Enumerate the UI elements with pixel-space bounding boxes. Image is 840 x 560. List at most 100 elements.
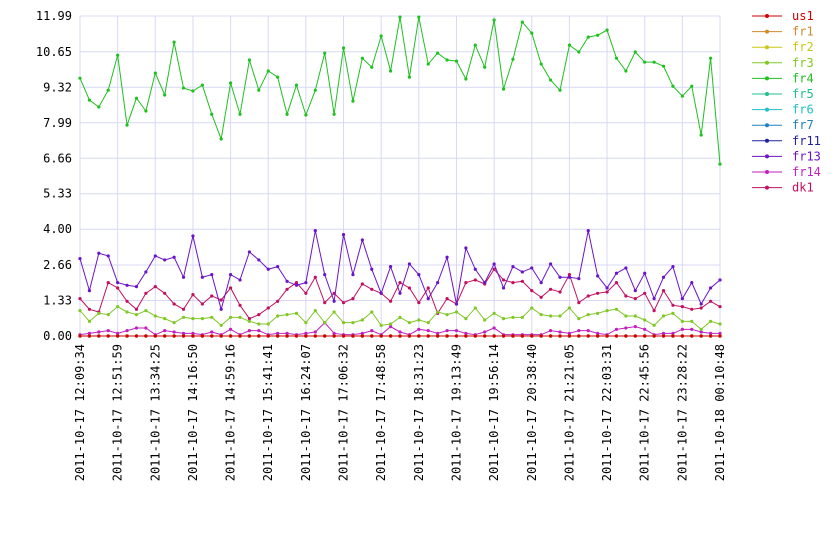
point <box>370 329 374 333</box>
point <box>652 297 656 301</box>
point <box>398 315 402 319</box>
point <box>671 334 675 338</box>
point <box>332 112 336 116</box>
point <box>257 322 261 326</box>
point <box>266 306 270 310</box>
point <box>586 313 590 317</box>
point <box>360 238 364 242</box>
point <box>228 327 233 331</box>
point <box>153 254 157 258</box>
point <box>332 334 336 338</box>
point <box>247 334 252 338</box>
legend-label: fr2 <box>792 40 814 54</box>
point <box>313 88 317 92</box>
legend-marker <box>765 170 769 174</box>
point <box>426 334 430 338</box>
legend-label: fr13 <box>792 149 821 163</box>
point <box>643 60 647 64</box>
point <box>596 334 600 338</box>
point <box>558 330 562 334</box>
point <box>520 279 524 283</box>
point <box>144 309 148 313</box>
point <box>548 334 553 338</box>
point <box>473 306 477 310</box>
point <box>454 334 459 338</box>
x-tick-label: 2011-10-18 00:10:48 <box>713 344 727 481</box>
y-tick-label: 6.66 <box>43 151 72 165</box>
point <box>643 327 647 331</box>
point <box>266 267 270 271</box>
point <box>596 311 600 315</box>
point <box>247 319 252 323</box>
point <box>708 331 713 335</box>
point <box>690 319 694 323</box>
point <box>633 314 637 318</box>
point <box>134 326 139 330</box>
point <box>172 40 176 44</box>
point <box>690 84 694 88</box>
series-line <box>79 230 721 312</box>
point <box>436 51 440 55</box>
point <box>548 287 553 291</box>
point <box>125 334 129 338</box>
point <box>106 254 110 258</box>
point <box>210 315 214 319</box>
point <box>652 60 656 64</box>
point <box>699 302 703 306</box>
point <box>388 69 393 73</box>
point <box>238 112 242 116</box>
point <box>633 289 637 293</box>
point <box>144 270 148 274</box>
point <box>690 334 694 338</box>
point <box>125 299 129 303</box>
point <box>558 334 562 338</box>
point <box>464 334 468 338</box>
point <box>87 307 92 311</box>
point <box>492 267 496 271</box>
point <box>633 334 637 338</box>
point <box>228 81 233 85</box>
point <box>266 69 270 73</box>
point <box>191 89 195 93</box>
point <box>699 330 703 334</box>
point <box>247 317 252 321</box>
legend-label: fr4 <box>792 71 814 85</box>
point <box>323 301 327 305</box>
point <box>388 334 393 338</box>
point <box>341 321 346 325</box>
point <box>257 88 261 92</box>
point <box>652 323 656 327</box>
point <box>417 318 421 322</box>
point <box>445 334 449 338</box>
point <box>144 109 148 113</box>
point <box>558 314 562 318</box>
point <box>294 311 299 315</box>
point <box>661 331 666 335</box>
point <box>181 275 186 279</box>
point <box>276 314 280 318</box>
point <box>106 313 110 317</box>
point <box>323 273 327 277</box>
legend-marker <box>765 123 769 128</box>
point <box>464 317 468 321</box>
point <box>210 330 214 334</box>
point <box>567 275 572 279</box>
point <box>285 287 289 291</box>
point <box>567 43 572 47</box>
point <box>671 331 675 335</box>
point <box>332 310 336 314</box>
point <box>718 334 722 338</box>
point <box>520 334 524 338</box>
point <box>360 56 364 60</box>
point <box>228 315 233 319</box>
x-tick-label: 2011-10-17 17:48:58 <box>374 344 388 481</box>
point <box>379 291 383 295</box>
point <box>304 321 308 325</box>
point <box>228 273 233 277</box>
point <box>464 77 468 81</box>
point <box>483 330 487 334</box>
point <box>586 228 590 233</box>
point <box>511 281 515 285</box>
point <box>144 334 148 338</box>
